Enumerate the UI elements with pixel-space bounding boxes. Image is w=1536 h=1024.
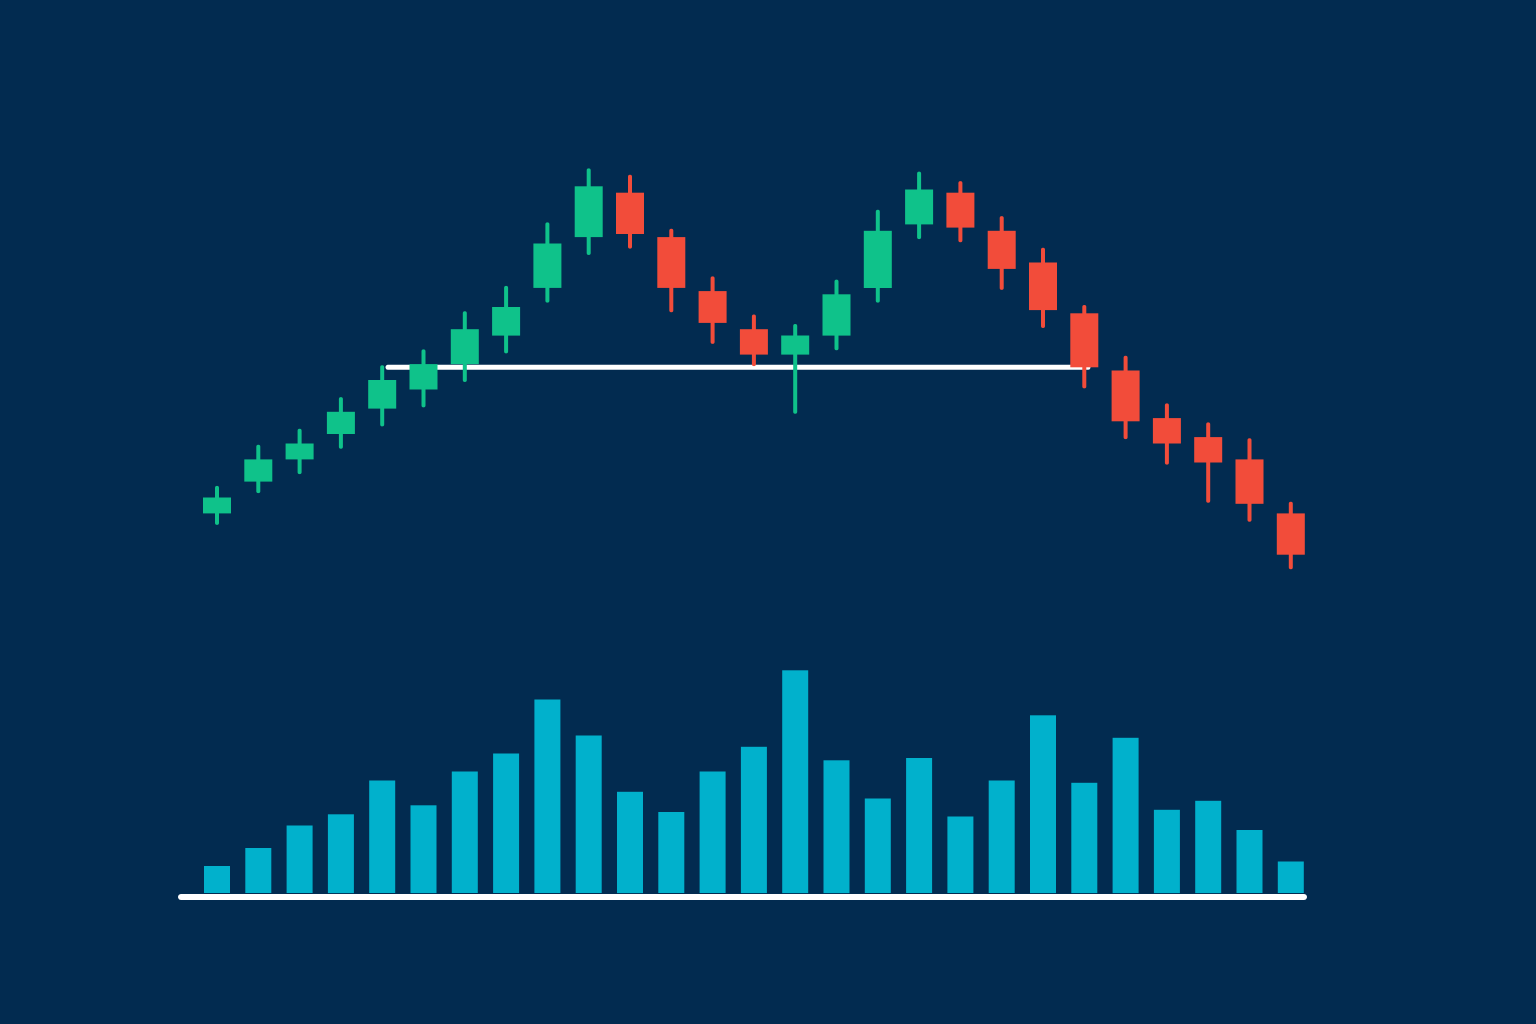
candle-body-26 — [1235, 459, 1264, 504]
volume-bar-6 — [410, 805, 437, 894]
candle-9 — [533, 222, 562, 303]
candle-12 — [657, 228, 686, 313]
candle-21 — [1029, 247, 1057, 328]
candle-body-20 — [987, 230, 1016, 269]
candle-19 — [946, 181, 975, 243]
volume-bar-15 — [782, 670, 809, 894]
candle-20 — [987, 216, 1016, 290]
volume-bar-23 — [1112, 737, 1139, 894]
candle-27 — [1276, 501, 1305, 570]
candle-body-10 — [574, 186, 603, 238]
candle-body-7 — [450, 329, 479, 365]
candle-14 — [739, 314, 768, 367]
candle-body-5 — [368, 380, 397, 409]
candle-body-19 — [946, 192, 975, 228]
candle-8 — [492, 285, 521, 354]
candle-body-27 — [1276, 513, 1305, 555]
volume-bar-21 — [1030, 715, 1056, 894]
candle-body-18 — [905, 189, 934, 225]
candle-25 — [1194, 422, 1223, 503]
candle-24 — [1152, 403, 1181, 465]
candle-17 — [863, 209, 892, 303]
candle-body-24 — [1152, 418, 1181, 444]
candle-23 — [1111, 355, 1140, 440]
volume-bar-11 — [617, 791, 643, 894]
candle-body-12 — [657, 237, 686, 288]
volume-bar-27 — [1277, 861, 1304, 893]
volume-bar-9 — [534, 699, 561, 893]
volume-bars — [204, 670, 1304, 894]
candle-26 — [1235, 438, 1264, 522]
volume-bar-13 — [699, 771, 726, 893]
volume-bar-14 — [740, 746, 767, 894]
candle-13 — [698, 276, 727, 344]
candle-body-3 — [285, 443, 314, 460]
volume-bar-7 — [451, 771, 478, 893]
volume-bar-18 — [906, 758, 933, 893]
candle-3 — [285, 428, 314, 475]
candle-5 — [368, 365, 397, 427]
candle-body-11 — [616, 192, 644, 234]
candle-body-21 — [1029, 262, 1057, 311]
volume-bar-26 — [1236, 830, 1263, 893]
candle-body-4 — [326, 411, 355, 434]
candle-body-23 — [1111, 370, 1140, 422]
volume-bar-10 — [575, 735, 602, 893]
volume-bar-19 — [947, 816, 974, 893]
candle-body-16 — [822, 294, 851, 336]
candle-18 — [905, 171, 934, 240]
candle-body-22 — [1070, 313, 1099, 368]
candle-body-1 — [203, 497, 231, 514]
volume-bar-1 — [204, 866, 230, 893]
candle-1 — [203, 485, 231, 525]
candle-16 — [822, 279, 851, 351]
volume-bar-5 — [369, 780, 396, 893]
volume-bar-16 — [823, 760, 850, 894]
candle-body-9 — [533, 243, 562, 288]
candle-body-6 — [409, 364, 438, 390]
candle-15 — [781, 324, 810, 414]
candle-body-13 — [698, 291, 727, 323]
candle-body-8 — [492, 307, 521, 336]
candle-body-17 — [863, 230, 892, 288]
volume-bar-20 — [988, 780, 1015, 893]
candle-10 — [574, 168, 603, 255]
candle-4 — [326, 397, 355, 449]
candle-body-2 — [244, 459, 273, 482]
volume-bar-8 — [493, 753, 520, 893]
candle-6 — [409, 349, 438, 408]
candle-7 — [450, 311, 479, 382]
candle-body-15 — [781, 335, 810, 355]
volume-bar-2 — [245, 848, 272, 893]
volume-bar-22 — [1071, 782, 1098, 894]
volume-bar-24 — [1153, 809, 1180, 894]
candle-body-25 — [1194, 437, 1223, 463]
volume-bar-4 — [327, 814, 354, 894]
candle-2 — [244, 444, 273, 494]
candlesticks — [203, 168, 1305, 570]
volume-bar-3 — [286, 825, 313, 893]
candle-11 — [616, 174, 644, 249]
volume-bar-12 — [658, 812, 685, 893]
candle-body-14 — [739, 329, 768, 355]
volume-bar-25 — [1195, 800, 1222, 894]
candle-22 — [1070, 305, 1099, 389]
volume-bar-17 — [864, 798, 891, 893]
